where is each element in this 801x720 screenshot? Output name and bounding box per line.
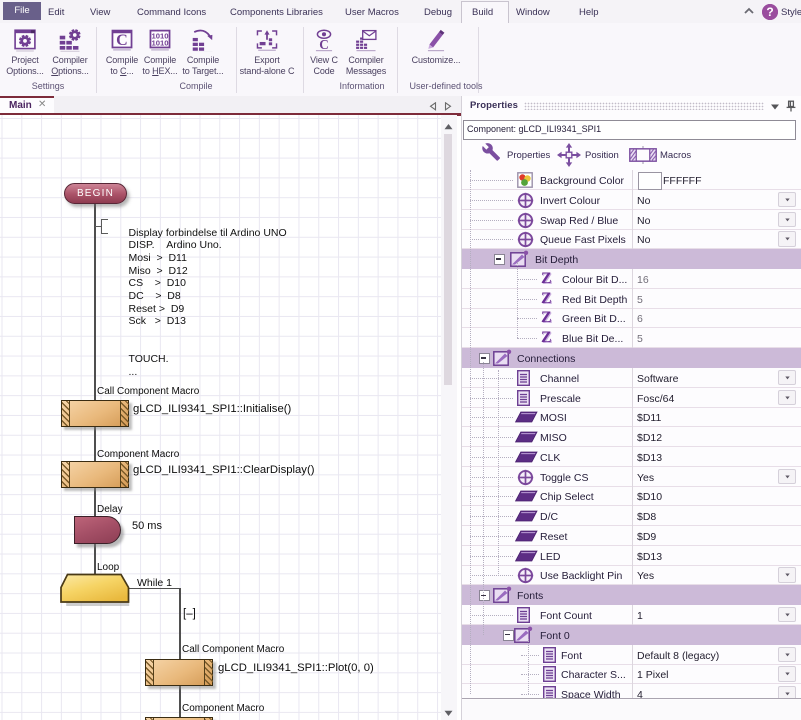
svg-text:C: C: [319, 37, 329, 52]
svg-text:1010: 1010: [151, 31, 168, 40]
svg-text:1010: 1010: [151, 39, 168, 48]
svg-text:C: C: [116, 32, 128, 49]
